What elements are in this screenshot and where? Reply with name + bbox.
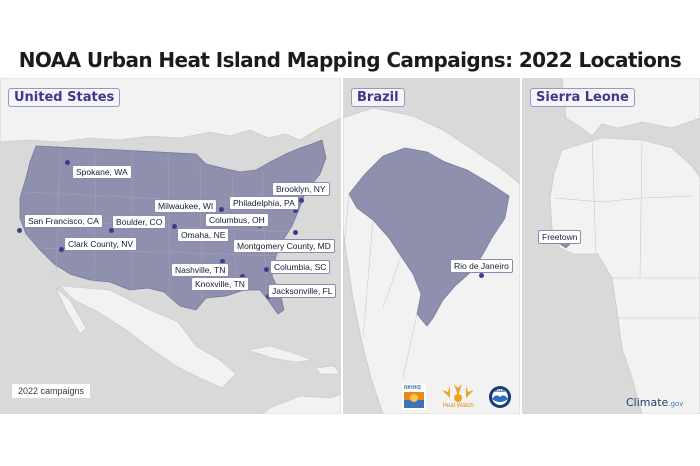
region-label-brazil: Brazil	[351, 88, 405, 107]
city-label-montgomery-county: Montgomery County, MD	[233, 239, 335, 253]
city-label-boulder: Boulder, CO	[112, 215, 167, 229]
city-marker[interactable]	[65, 160, 70, 165]
city-label-nashville: Nashville, TN	[171, 263, 230, 277]
city-label-columbia: Columbia, SC	[270, 260, 331, 274]
noaa-logo: NOAA	[488, 385, 512, 409]
city-marker[interactable]	[109, 228, 114, 233]
city-label-rio-de-janeiro: Rio de Janeiro	[450, 259, 513, 273]
climate-gov-logo: Climate.gov	[626, 396, 683, 409]
sun-icon	[442, 384, 474, 402]
city-marker[interactable]	[240, 274, 245, 279]
city-marker[interactable]	[293, 208, 298, 213]
region-label-sierra-leone: Sierra Leone	[530, 88, 635, 107]
city-marker[interactable]	[220, 259, 225, 264]
city-marker[interactable]	[59, 247, 64, 252]
city-marker[interactable]	[299, 198, 304, 203]
city-label-philadelphia: Philadelphia, PA	[229, 196, 299, 210]
city-label-san-francisco: San Francisco, CA	[24, 214, 103, 228]
africa-map	[549, 78, 700, 414]
city-marker[interactable]	[219, 207, 224, 212]
city-marker[interactable]	[293, 230, 298, 235]
city-label-columbus: Columbus, OH	[205, 213, 269, 227]
city-label-milwaukee: Milwaukee, WI	[154, 199, 218, 213]
city-label-jacksonville: Jacksonville, FL	[268, 284, 337, 298]
city-label-spokane: Spokane, WA	[72, 165, 132, 179]
region-label-united-states: United States	[8, 88, 121, 107]
climate-logo-main: Climate	[626, 396, 669, 409]
brazil-map	[343, 107, 520, 414]
city-label-knoxville: Knoxville, TN	[191, 277, 249, 291]
brazil-map-panel: Brazil Rio de Janeiro	[343, 78, 520, 414]
sierra-leone-map-panel: Sierra Leone Freetown	[522, 78, 700, 414]
city-label-brooklyn: Brooklyn, NY	[272, 182, 330, 196]
footer-caption: 2022 campaigns	[12, 384, 91, 398]
city-marker[interactable]	[17, 228, 22, 233]
nihhis-logo-text: NIHHIS	[404, 385, 421, 391]
city-label-omaha: Omaha, NE	[177, 228, 230, 242]
heat-watch-logo: Heat Watch	[440, 382, 476, 412]
nihhis-logo-icon: NIHHIS	[402, 384, 426, 410]
heat-watch-logo-text: Heat Watch	[442, 403, 474, 409]
noaa-logo-text: NOAA	[493, 388, 505, 393]
city-label-freetown: Freetown	[538, 230, 582, 244]
city-marker[interactable]	[479, 273, 484, 278]
us-map-panel: United States Spokane, WA Brooklyn, NY M…	[0, 78, 341, 414]
climate-logo-suffix: .gov	[668, 400, 684, 408]
city-label-clark-county: Clark County, NV	[64, 237, 138, 251]
noaa-seal-icon	[489, 386, 511, 408]
city-marker[interactable]	[264, 267, 269, 272]
page-title: NOAA Urban Heat Island Mapping Campaigns…	[18, 48, 682, 72]
city-marker[interactable]	[172, 224, 177, 229]
